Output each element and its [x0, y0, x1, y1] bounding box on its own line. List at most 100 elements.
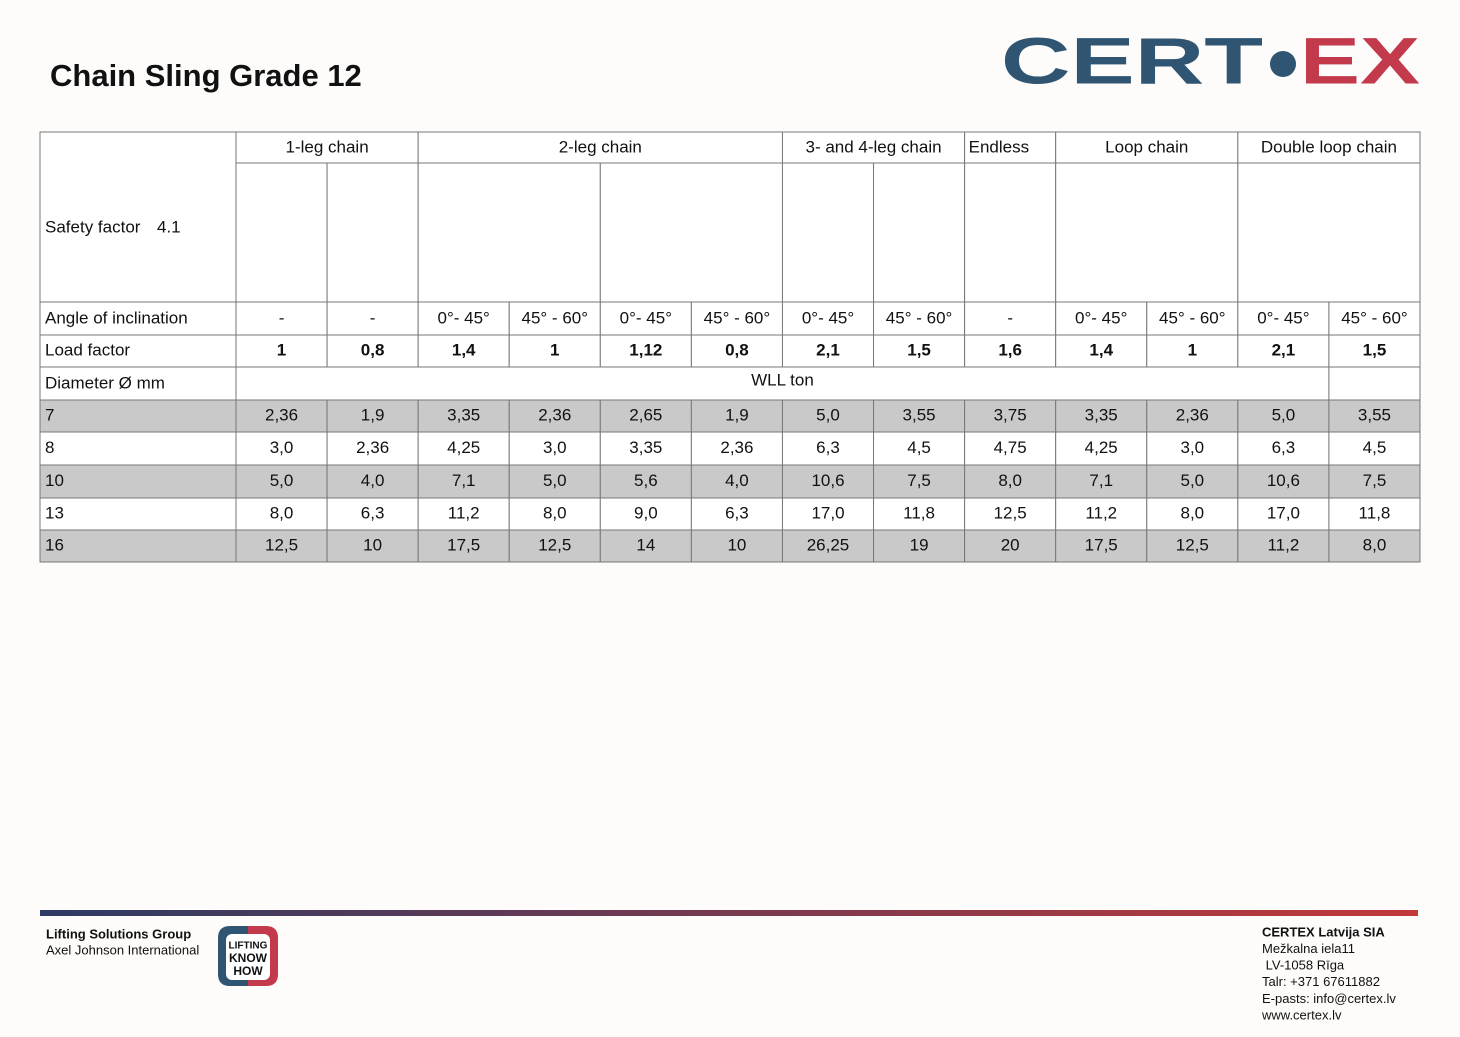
cell: [235, 464, 328, 499]
cell: [39, 497, 237, 531]
cell: [599, 431, 692, 466]
cell: [781, 162, 875, 303]
cell-text: 4,5: [907, 438, 931, 457]
cell-text: 3,0: [543, 438, 567, 457]
cell-text: 5,0: [270, 471, 294, 490]
cell: [1328, 334, 1421, 368]
cell: [873, 431, 966, 466]
cell-text: 2,36: [265, 405, 298, 424]
logo-part: EX: [1300, 23, 1420, 97]
cell-text: 7,5: [1363, 471, 1387, 490]
cell-text: 19: [910, 535, 929, 554]
cell-text: 2-leg chain: [559, 137, 642, 156]
address-line: Mežkalna iela11: [1262, 941, 1355, 956]
cell-text: 5,0: [1272, 405, 1296, 424]
cell-text: 17,5: [1085, 535, 1118, 554]
cell-text: 0°- 45°: [1257, 308, 1309, 327]
address-line: CERTEX Latvija SIA: [1262, 924, 1385, 939]
cell-text: 7,1: [1089, 471, 1113, 490]
cell-text: Load factor: [45, 340, 130, 359]
cell-text: 2,1: [1272, 340, 1296, 359]
cell-text: Endless: [969, 137, 1029, 156]
cell-text: 10: [363, 535, 382, 554]
address-line: www.certex.lv: [1261, 1007, 1342, 1022]
cell-text: 11,8: [903, 503, 935, 522]
logo-part: CERT: [1001, 23, 1263, 97]
cell: [39, 131, 237, 303]
cell: [235, 529, 328, 563]
cell-text: 1,5: [1363, 340, 1387, 359]
cell: [964, 334, 1057, 368]
cell-text: 7,1: [452, 471, 476, 490]
cell: [39, 431, 237, 466]
cell-text: 7,5: [907, 471, 931, 490]
cell: [1237, 334, 1330, 368]
cell-text: 8,0: [998, 471, 1022, 490]
cell: [508, 431, 601, 466]
cell-text: 11,2: [1085, 503, 1117, 522]
cell-text: 3,55: [903, 405, 936, 424]
cell-text: 3,35: [1085, 405, 1118, 424]
cell: [599, 529, 692, 563]
cell-text: 2,1: [816, 340, 840, 359]
cell-text: 2,36: [356, 438, 389, 457]
cell: [39, 399, 237, 433]
footer-bar: [40, 910, 1418, 916]
cell: [599, 301, 692, 336]
cell-text: 12,5: [1176, 535, 1209, 554]
cell-text: 7: [45, 405, 54, 424]
cell-text: 5,0: [1180, 471, 1204, 490]
cell: [781, 464, 875, 499]
cell-text: 8: [45, 438, 54, 457]
cell-text: 4,0: [725, 471, 749, 490]
cell: [417, 301, 510, 336]
cell: [1328, 399, 1421, 433]
cell-text: -: [1007, 308, 1013, 327]
cell-text: 10,6: [811, 471, 844, 490]
cell-text: 2,65: [629, 405, 662, 424]
cell: [1328, 529, 1421, 563]
cell-text: 4,5: [1363, 438, 1387, 457]
cell: [1237, 131, 1421, 164]
cell-text: 6,3: [361, 503, 385, 522]
cell-text: 2,36: [538, 405, 571, 424]
cell: [1146, 497, 1239, 531]
cell-text: 12,5: [265, 535, 298, 554]
cell: [1146, 529, 1239, 563]
cell-text: 11,2: [448, 503, 480, 522]
cell: [873, 162, 966, 303]
cell-text: 8,0: [1180, 503, 1204, 522]
cell: [1328, 497, 1421, 531]
cell: [964, 162, 1057, 303]
cell-text: 5,0: [816, 405, 840, 424]
footer-group: Lifting Solutions Group: [46, 926, 191, 941]
cell-text: 10,6: [1267, 471, 1300, 490]
cell: [417, 529, 510, 563]
cell: [873, 334, 966, 368]
cell-text: 17,0: [811, 503, 844, 522]
cell-text: 3- and 4-leg chain: [805, 137, 941, 156]
cell: [235, 497, 328, 531]
cell: [235, 399, 328, 433]
cell: [599, 497, 692, 531]
cell-text: 45° - 60°: [886, 308, 953, 327]
cell: [873, 301, 966, 336]
cell: [508, 399, 601, 433]
cell: [235, 131, 419, 164]
cell-text: 11,8: [1359, 503, 1391, 522]
cell: [39, 529, 237, 563]
cell: [781, 399, 875, 433]
cell-text: 0°- 45°: [620, 308, 672, 327]
cell-text: 2,36: [1176, 405, 1209, 424]
cell: [1055, 399, 1148, 433]
cell: [1328, 431, 1421, 466]
cell-text: 1: [277, 340, 286, 359]
cell: [1237, 529, 1330, 563]
cell-text: 1,4: [452, 340, 476, 359]
cell-text: 10: [45, 471, 64, 490]
cell-text: 1: [1188, 340, 1197, 359]
cell: [1055, 464, 1148, 499]
badge: LIFTING KNOW HOW: [218, 926, 278, 986]
cell: [1328, 464, 1421, 499]
